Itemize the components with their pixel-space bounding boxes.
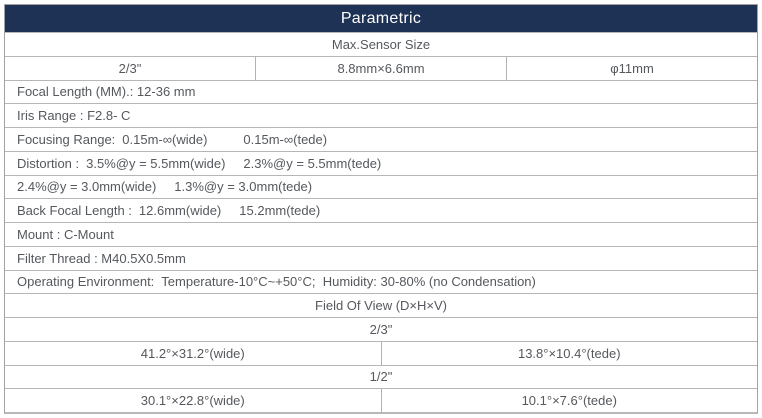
operating-environment-value: Operating Environment: Temperature-10°C~… [17, 274, 536, 290]
fov-2-3-tele-cell: 13.8°×10.4°(tede) [380, 341, 758, 365]
max-sensor-size-label: Max.Sensor Size [331, 36, 431, 52]
fov-sensor-2-3-row: 2/3" [5, 317, 757, 341]
operating-environment-row: Operating Environment: Temperature-10°C~… [5, 269, 757, 294]
fov-sensor-1-2-label: 1/2" [369, 369, 393, 385]
fov-1-2-tele: 10.1°×7.6°(tede) [521, 393, 617, 409]
back-focal-length-wide: 12.6mm(wide) [138, 203, 222, 219]
fov-2-3-wide-cell: 41.2°×31.2°(wide) [5, 342, 381, 365]
fov-1-2-values-row: 30.1°×22.8°(wide) 10.1°×7.6°(tede) [5, 388, 757, 412]
distortion-row-y30: 2.4%@y = 3.0mm(wide) 1.3%@y = 3.0mm(tede… [5, 174, 757, 199]
table-title-bar: Parametric [5, 5, 757, 32]
sensor-size-mm-cell: 8.8mm×6.6mm [255, 56, 506, 80]
fov-sensor-2-3-label: 2/3" [369, 321, 393, 337]
sensor-size-inch-cell: 2/3" [5, 57, 255, 80]
distortion-label: Distortion : [17, 155, 80, 171]
iris-range-row: Iris Range : F2.8- C [5, 103, 757, 127]
fov-2-3-values-row: 41.2°×31.2°(wide) 13.8°×10.4°(tede) [5, 340, 758, 365]
focusing-range-wide: 0.15m-∞(wide) [122, 131, 208, 147]
filter-thread-value: Filter Thread : M40.5X0.5mm [17, 250, 186, 266]
back-focal-length-tele: 15.2mm(tede) [239, 203, 321, 219]
sensor-size-values-row: 2/3" 8.8mm×6.6mm φ11mm [5, 55, 757, 80]
distortion-y55-tele: 2.3%@y = 5.5mm(tede) [243, 155, 382, 171]
max-sensor-size-row: Max.Sensor Size [5, 32, 757, 56]
sensor-size-inch: 2/3" [118, 60, 142, 76]
mount-row: Mount : C-Mount [5, 222, 757, 246]
filter-thread-row: Filter Thread : M40.5X0.5mm [5, 245, 757, 270]
focusing-range-label: Focusing Range: [17, 131, 116, 147]
back-focal-length-label: Back Focal Length : [17, 203, 132, 219]
iris-range-value: Iris Range : F2.8- C [17, 108, 131, 124]
table-title: Parametric [340, 9, 422, 27]
mount-value: Mount : C-Mount [17, 226, 114, 242]
sensor-size-mm: 8.8mm×6.6mm [337, 60, 425, 76]
sensor-size-diameter: φ11mm [610, 60, 654, 76]
parametric-spec-table: Parametric Max.Sensor Size 2/3" 8.8mm×6.… [4, 4, 758, 414]
fov-1-2-wide-cell: 30.1°×22.8°(wide) [5, 389, 381, 412]
sensor-size-diameter-cell: φ11mm [506, 56, 757, 80]
fov-1-2-wide: 30.1°×22.8°(wide) [140, 393, 245, 409]
focusing-range-tele: 0.15m-∞(tede) [243, 131, 328, 147]
distortion-y55-wide: 3.5%@y = 5.5mm(wide) [86, 155, 226, 171]
fov-sensor-1-2-row: 1/2" [5, 364, 757, 389]
distortion-y30-tele: 1.3%@y = 3.0mm(tede) [174, 179, 313, 195]
fov-2-3-tele: 13.8°×10.4°(tede) [517, 345, 621, 361]
back-focal-length-row: Back Focal Length : 12.6mm(wide) 15.2mm(… [5, 198, 757, 222]
fov-2-3-wide: 41.2°×31.2°(wide) [140, 345, 245, 361]
focal-length-value: Focal Length (MM).: 12-36 mm [17, 84, 196, 100]
focal-length-row: Focal Length (MM).: 12-36 mm [5, 79, 757, 104]
fov-1-2-tele-cell: 10.1°×7.6°(tede) [380, 389, 758, 412]
field-of-view-header: Field Of View (D×H×V) [315, 298, 447, 314]
focusing-range-row: Focusing Range: 0.15m-∞(wide) 0.15m-∞(te… [5, 127, 757, 151]
field-of-view-header-row: Field Of View (D×H×V) [5, 293, 757, 317]
distortion-row-y55: Distortion : 3.5%@y = 5.5mm(wide) 2.3%@y… [5, 150, 757, 175]
distortion-y30-wide: 2.4%@y = 3.0mm(wide) [17, 179, 157, 195]
